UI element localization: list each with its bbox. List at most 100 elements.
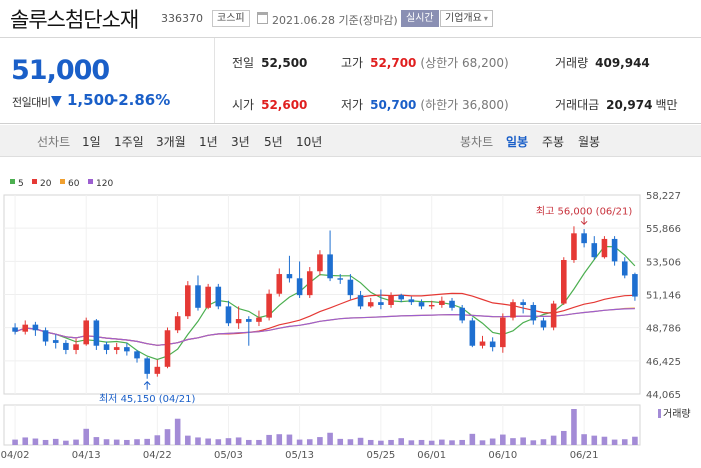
tab-1y[interactable]: 1년 (199, 135, 218, 149)
volume-bar (164, 429, 171, 445)
volume-bar (500, 434, 506, 445)
candle-body (113, 347, 120, 350)
tab-1d[interactable]: 1일 (82, 135, 101, 149)
candle-body (225, 306, 232, 324)
candle-body (581, 233, 587, 244)
volume-label: 거래량 (555, 56, 589, 70)
tab-weekly[interactable]: 주봉 (542, 135, 565, 149)
volume-bar (103, 439, 110, 445)
candlestick-chart: 58,227 55,866 53,506 51,146 48,786 46,425 44,0… (1, 179, 691, 461)
prev-close: 전일 52,500 (232, 54, 307, 71)
candle-body (276, 274, 283, 294)
y-tick-label: 51,146 (646, 291, 681, 302)
volume-bar (439, 439, 445, 445)
volume-legend-label: 거래량 (663, 408, 691, 420)
volume-bar (560, 430, 567, 445)
volume-bar (205, 438, 211, 445)
volume-bar (418, 439, 425, 445)
chart-tabs: 선차트 1일 1주일 3개월 1년 3년 5년 10년 봉차트 일봉 주봉 월봉 (0, 125, 701, 157)
open-label: 시가 (232, 98, 255, 112)
change-amount: 1,500 (67, 91, 115, 109)
low-label: 저가 (341, 98, 364, 112)
volume-bar (42, 439, 49, 445)
volume-bar (124, 439, 130, 445)
tab-line-chart[interactable]: 선차트 (37, 135, 71, 149)
candle-body (22, 324, 29, 332)
candle-body (286, 274, 293, 279)
candle-body (388, 295, 394, 305)
tab-5y[interactable]: 5년 (264, 135, 283, 149)
candle-body (337, 278, 344, 280)
volume-legend-swatch (658, 409, 661, 418)
volume-bar (367, 439, 374, 445)
moving-average-line (14, 245, 636, 361)
volume-bar (449, 440, 455, 445)
tab-10y[interactable]: 10년 (296, 135, 323, 149)
volume-bar (357, 437, 364, 445)
x-tick-label: 06/21 (570, 450, 599, 461)
volume-bar (296, 439, 303, 445)
candle-body (12, 327, 18, 332)
volume-bar (571, 409, 577, 445)
candle-body (215, 286, 222, 307)
candle-body (154, 366, 161, 374)
volume-bar (378, 440, 384, 445)
legend-swatch (60, 179, 65, 184)
amount-value: 20,974 (606, 98, 653, 112)
candle-body (144, 358, 150, 374)
volume-bar (408, 440, 415, 445)
tab-monthly[interactable]: 월봉 (578, 135, 601, 149)
tab-daily[interactable]: 일봉 (506, 135, 529, 149)
volume-bar (398, 438, 405, 445)
trade-amount: 거래대금 20,974 백만 (555, 96, 678, 113)
tab-3m[interactable]: 3개월 (156, 135, 186, 149)
volume-bar (611, 439, 618, 445)
candle-body (103, 344, 110, 350)
volume-bar (83, 428, 90, 445)
volume-bar (306, 439, 313, 445)
volume-bar (530, 440, 537, 445)
volume-bar (510, 438, 516, 445)
change-rate: -2.86% (112, 91, 171, 109)
divider (214, 38, 215, 123)
candle-body (306, 271, 313, 296)
tab-3y[interactable]: 3년 (231, 135, 250, 149)
volume-bar (113, 439, 120, 445)
company-info-button[interactable]: 기업개요 ▾ (440, 10, 493, 27)
candle-body (93, 320, 100, 346)
realtime-button[interactable]: 실시간 (401, 10, 439, 27)
tab-candle-chart[interactable]: 봉차트 (460, 135, 494, 149)
candle-body (591, 243, 598, 258)
stock-header: 솔루스첨단소재 336370 코스피 2021.06.28 기준(장마감) 실시… (0, 0, 701, 38)
volume-bar (540, 439, 547, 445)
candle-body (449, 300, 455, 308)
candle-body (428, 304, 435, 307)
tab-1w[interactable]: 1주일 (114, 135, 144, 149)
down-arrow-icon: ▼ (51, 93, 62, 109)
high-value: 52,700 (370, 56, 417, 70)
calendar-icon (257, 12, 268, 24)
chevron-down-icon: ▾ (483, 14, 488, 23)
high-annotation: 최고 56,000 (06/21) (536, 205, 632, 217)
volume-bar (185, 435, 191, 445)
volume-bar (154, 435, 161, 445)
volume-bar (266, 434, 272, 445)
volume-bar (235, 437, 242, 445)
candle-body (327, 254, 333, 279)
volume-bar (347, 439, 354, 445)
candle-body (357, 295, 364, 307)
candle-body (408, 299, 415, 303)
company-info-label: 기업개요 (445, 13, 482, 24)
candle-body (418, 302, 425, 307)
volume-bar (337, 438, 344, 445)
moving-average-line (14, 292, 635, 346)
base-date: 2021.06.28 기준(장마감) (272, 14, 398, 27)
low-price: 저가 50,700 (하한가 36,800) (341, 96, 509, 113)
amount-unit: 백만 (655, 98, 678, 112)
volume-bar (93, 437, 100, 445)
volume-bar (591, 435, 598, 445)
candle-body (621, 261, 628, 276)
candle-body (63, 342, 69, 350)
candle-body (469, 320, 476, 346)
volume-bar (195, 437, 201, 445)
